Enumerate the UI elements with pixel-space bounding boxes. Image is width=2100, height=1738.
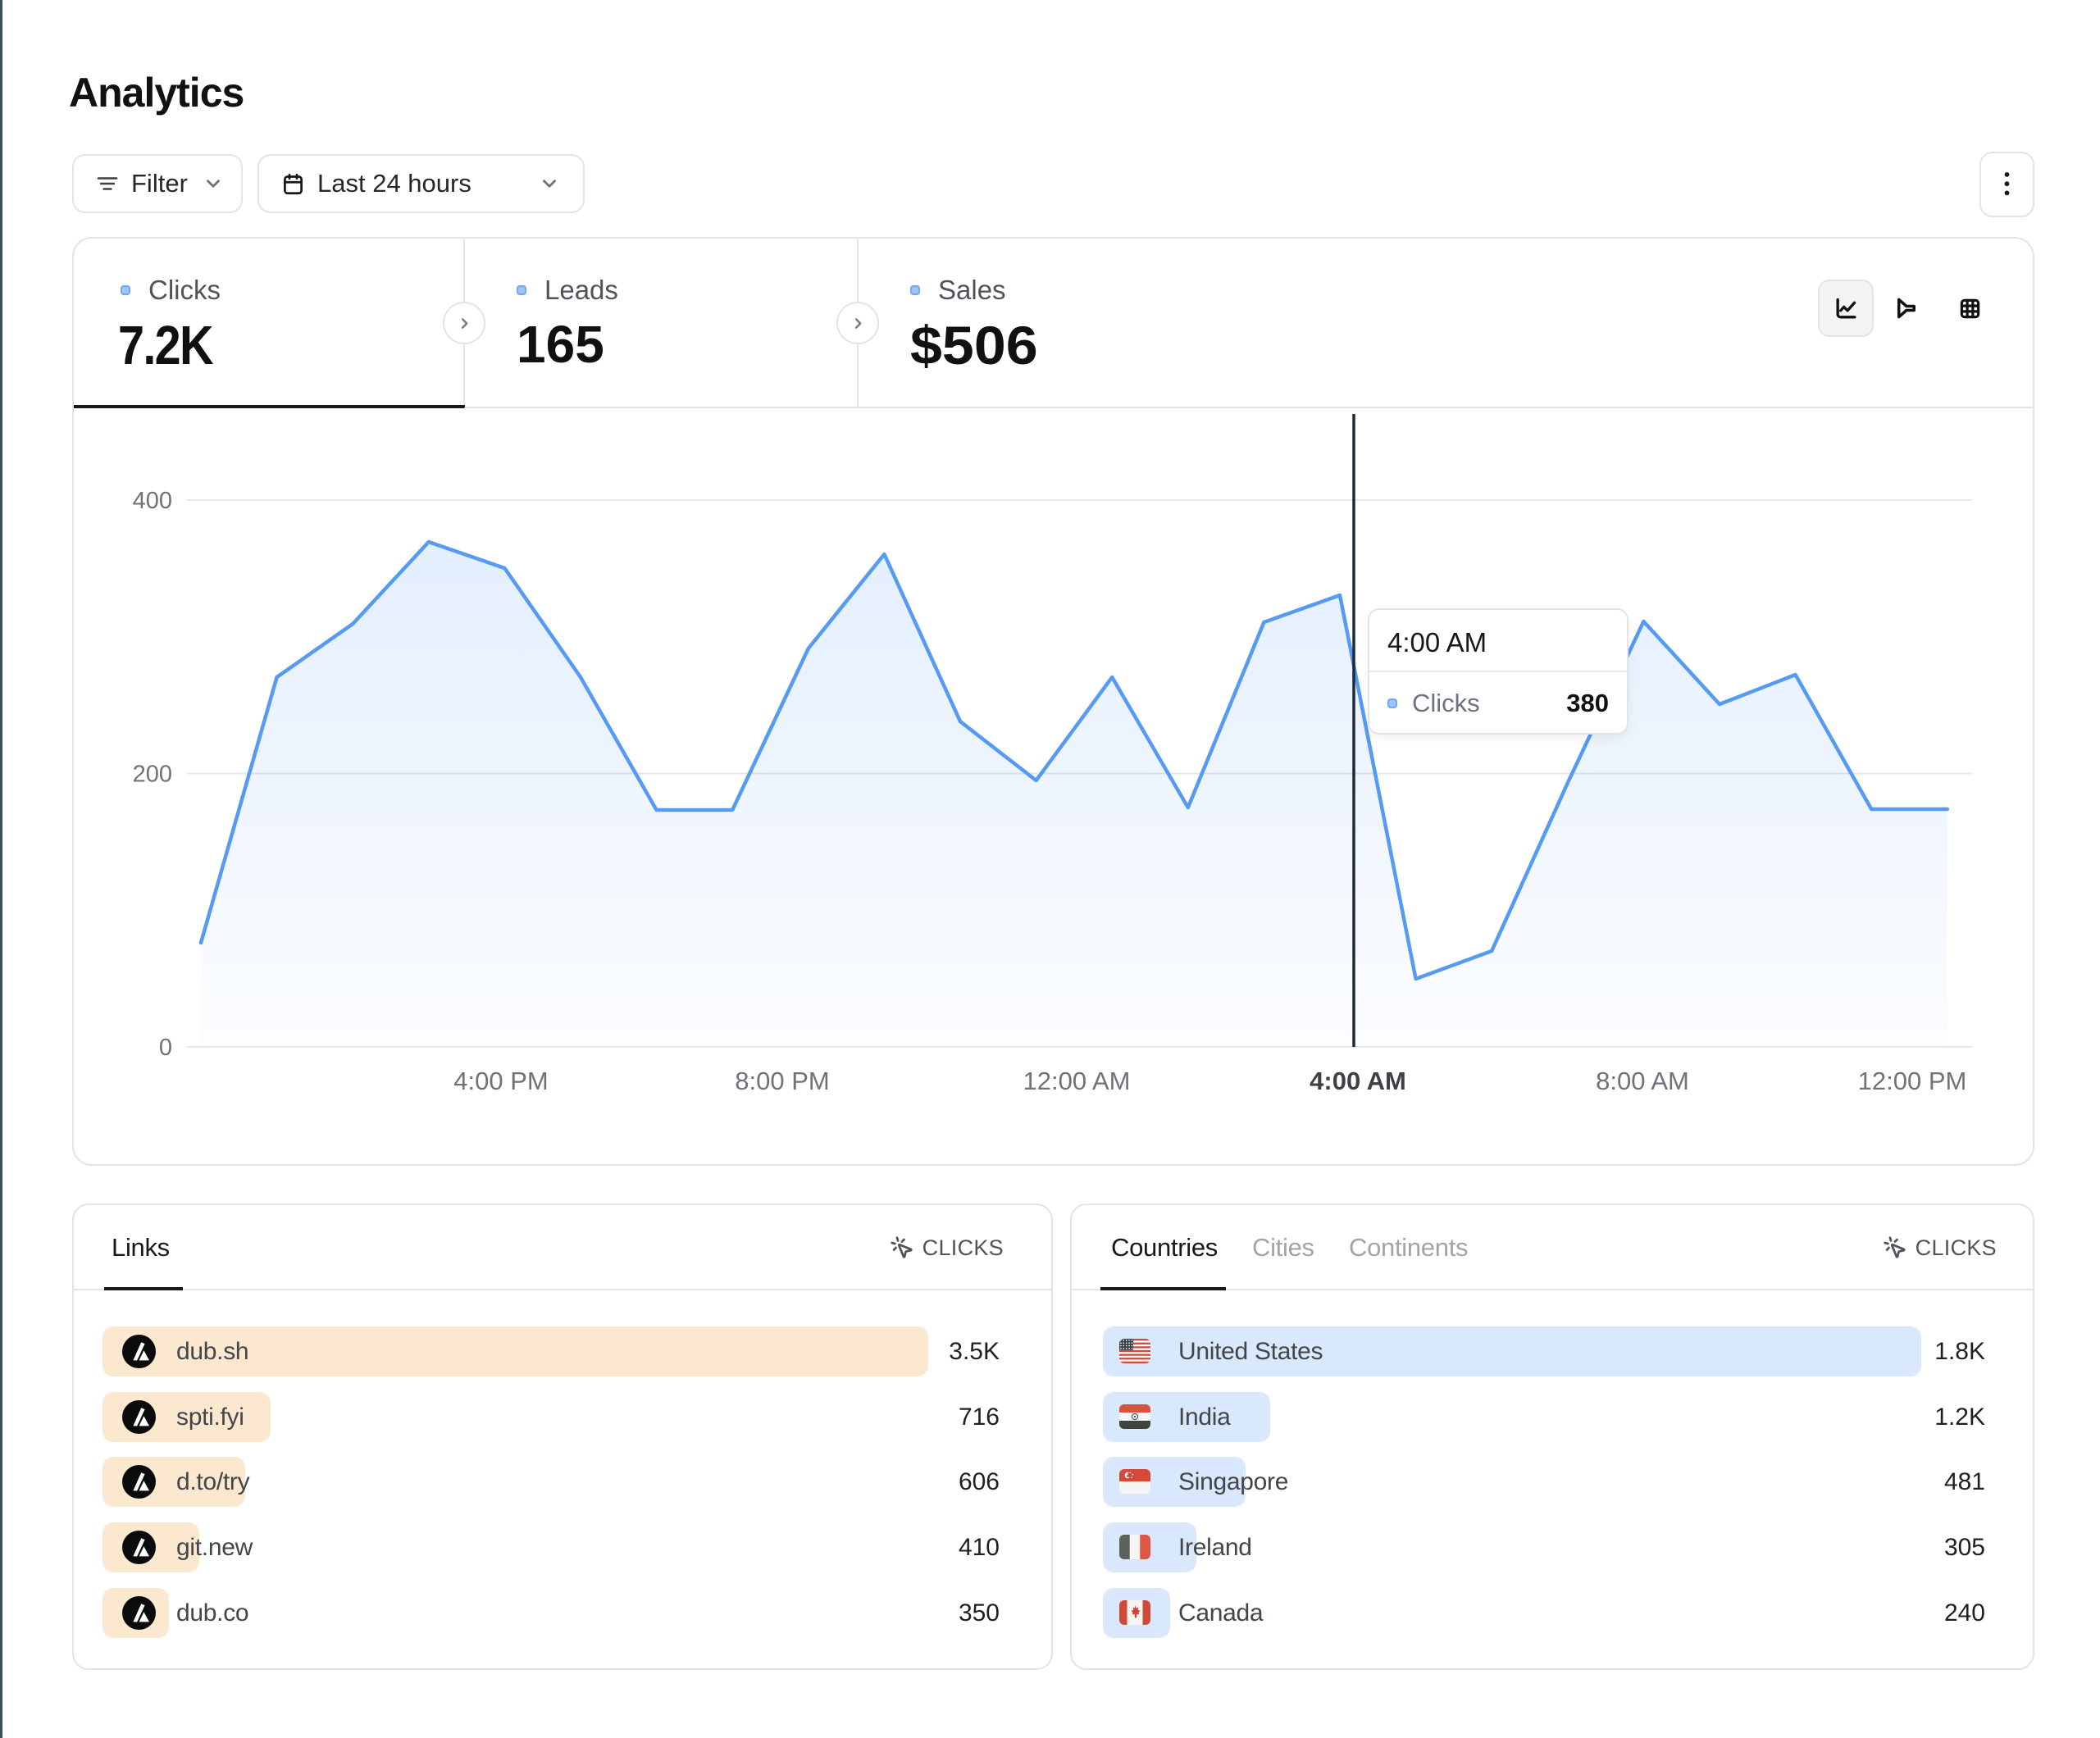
svg-text:400: 400 [133, 488, 172, 514]
svg-text:8:00 PM: 8:00 PM [735, 1067, 829, 1095]
svg-text:200: 200 [133, 762, 172, 788]
svg-text:8:00 AM: 8:00 AM [1596, 1067, 1689, 1095]
svg-text:0: 0 [159, 1035, 172, 1061]
svg-text:12:00 AM: 12:00 AM [1023, 1067, 1131, 1095]
svg-text:4:00 AM: 4:00 AM [1310, 1067, 1406, 1095]
svg-text:12:00 PM: 12:00 PM [1858, 1067, 1967, 1095]
svg-text:4:00 PM: 4:00 PM [453, 1067, 548, 1095]
